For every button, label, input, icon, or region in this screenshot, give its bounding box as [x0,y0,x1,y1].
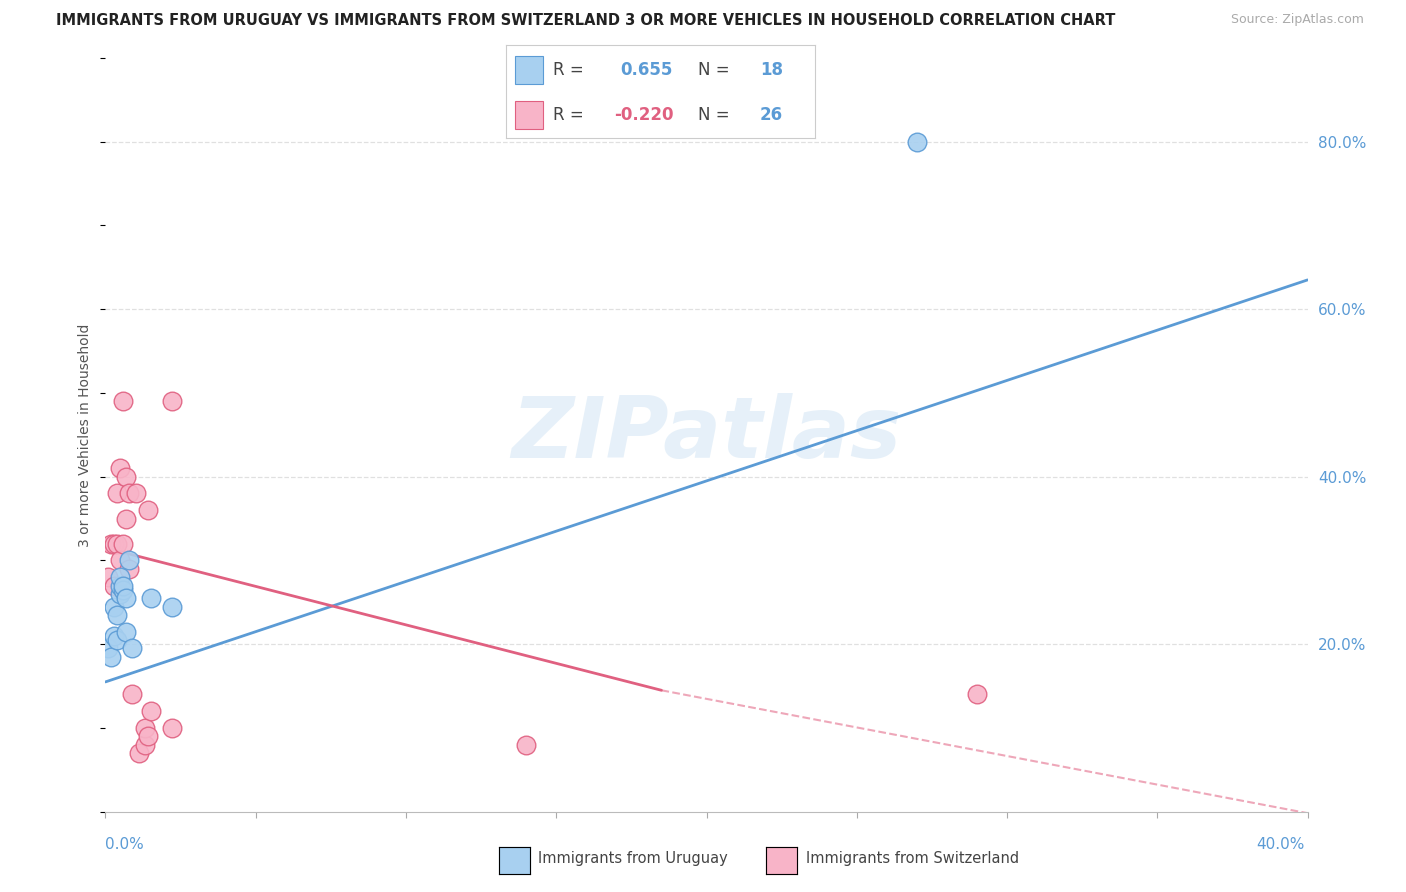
Point [107,607,129,622]
Point [160,721,183,735]
Point [515,738,537,752]
Point [118,486,141,500]
Point [115,511,138,525]
Text: N =: N = [697,106,735,124]
Y-axis label: 3 or more Vehicles in Household: 3 or more Vehicles in Household [79,323,93,547]
Point [134,721,156,735]
Point [110,587,132,601]
Point [103,599,125,614]
Point [112,578,135,592]
Point [134,738,156,752]
Text: 26: 26 [759,106,783,124]
Point [107,486,129,500]
Point [115,591,138,606]
Bar [516,101,543,129]
Bar [516,56,543,84]
Text: 0.655: 0.655 [620,61,673,78]
Point [128,746,150,760]
Point [160,394,183,409]
Point [112,537,135,551]
Text: Source: ZipAtlas.com: Source: ZipAtlas.com [1230,13,1364,27]
Text: Immigrants from Switzerland: Immigrants from Switzerland [806,851,1019,865]
Point [966,688,988,702]
Point [139,704,162,718]
Point [136,503,159,517]
Point [121,688,143,702]
Point [100,537,122,551]
Point [124,486,146,500]
Text: R =: R = [553,61,589,78]
Point [121,641,143,656]
Point [118,553,141,567]
Text: N =: N = [697,61,735,78]
Point [107,537,129,551]
Point [100,649,122,664]
Text: -0.220: -0.220 [614,106,673,124]
Text: 18: 18 [759,61,783,78]
Point [160,599,183,614]
Point [115,469,138,483]
Point [103,629,125,643]
Point [110,570,132,584]
Point [905,135,928,149]
Point [103,537,125,551]
Point [136,730,159,744]
Text: 40.0%: 40.0% [1257,837,1305,852]
Point [103,578,125,592]
Point [110,553,132,567]
Text: R =: R = [553,106,589,124]
Text: IMMIGRANTS FROM URUGUAY VS IMMIGRANTS FROM SWITZERLAND 3 OR MORE VEHICLES IN HOU: IMMIGRANTS FROM URUGUAY VS IMMIGRANTS FR… [56,13,1115,29]
Text: ZIPatlas: ZIPatlas [512,393,901,476]
Point [139,591,162,606]
Point [110,461,132,475]
Point [107,633,129,648]
Text: Immigrants from Uruguay: Immigrants from Uruguay [538,851,728,865]
Point [97,641,120,656]
Point [112,394,135,409]
Text: 0.0%: 0.0% [105,837,145,852]
Point [97,570,120,584]
Point [112,582,135,597]
Point [110,578,132,592]
Point [118,562,141,576]
Point [115,624,138,639]
